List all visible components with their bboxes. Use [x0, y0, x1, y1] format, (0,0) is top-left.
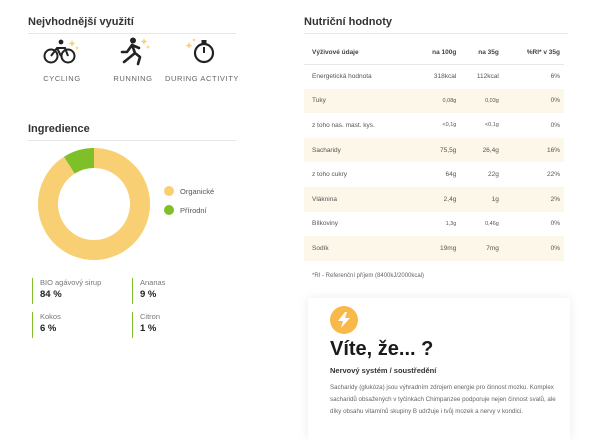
ri-percent: 2% — [502, 186, 564, 212]
value-per-35g: 0,46g — [485, 220, 499, 227]
legend-item-organic: Organické — [164, 186, 214, 196]
table-row: Sacharidy 75,5g 26,4g 16% — [304, 137, 564, 163]
legend-label: Organické — [180, 186, 215, 196]
usage-item-during-activity: DURING ACTIVITY — [162, 36, 242, 83]
value-per-100g: 2,4g — [414, 186, 461, 212]
ri-footnote: *RI - Referenční příjem (8400kJ/2000kcal… — [312, 273, 425, 279]
nutrient-name: Bílkoviny — [312, 220, 339, 228]
ingredient-item: Ananas 9 % — [132, 278, 222, 304]
ingredient-item: BIO agávový sirup 84 % — [32, 278, 122, 304]
ingredients-donut-chart — [37, 148, 150, 260]
donut-slice-organic — [37, 148, 150, 260]
ri-percent: 6% — [550, 73, 560, 81]
ri-percent: 16% — [502, 137, 564, 163]
nutrient-name: Tuky — [304, 88, 414, 114]
ingredient-name: Kokos — [40, 312, 61, 321]
value-per-35g: 0,03g — [460, 88, 503, 114]
value-per-35g: <0,1g — [484, 122, 499, 129]
ri-percent: 0% — [502, 88, 564, 114]
did-you-know-subtitle: Nervový systém / soustředění — [330, 366, 437, 375]
table-row: z toho nas. mast. kys. <0,1g <0,1g 0% — [304, 113, 564, 138]
column-header: na 100g — [414, 42, 461, 65]
value-per-35g: 26,4g — [460, 137, 503, 163]
value-per-100g: 0,08g — [414, 88, 461, 114]
did-you-know-title: Víte, že... ? — [330, 338, 434, 360]
runner-icon — [93, 36, 173, 66]
ingredient-name: Ananas — [140, 278, 166, 287]
value-per-100g: 64g — [445, 171, 457, 179]
value-per-100g: 75,5g — [414, 137, 461, 163]
value-per-100g: 19mg — [414, 236, 461, 261]
usage-item-cycling: CYCLING — [22, 36, 102, 83]
nutrition-title: Nutriční hodnoty — [304, 16, 392, 28]
nutrition-divider — [304, 33, 568, 34]
ingredient-name: Citron — [140, 312, 161, 321]
ri-percent: 0% — [550, 220, 560, 228]
ri-percent: 0% — [550, 121, 560, 129]
value-per-100g: 1,3g — [445, 220, 457, 227]
donut-slice-natural — [63, 148, 94, 174]
value-per-35g: 22g — [487, 171, 499, 179]
ri-percent: 0% — [502, 236, 564, 261]
value-per-35g: 1g — [460, 186, 503, 212]
nutrient-name: z toho nas. mast. kys. — [312, 121, 375, 129]
ingredient-name: BIO agávový sirup — [40, 278, 102, 287]
usage-title: Nejvhodnější využití — [28, 16, 134, 28]
legend-dot-organic — [164, 186, 174, 196]
did-you-know-card: Víte, že... ? Nervový systém / soustředě… — [308, 298, 570, 440]
column-header: Výživové údaje — [304, 42, 414, 65]
table-row: Sodík 19mg 7mg 0% — [304, 236, 564, 261]
table-row: Tuky 0,08g 0,03g 0% — [304, 88, 564, 114]
ingredients-divider — [28, 140, 236, 141]
value-per-35g: 7mg — [460, 236, 503, 261]
legend-label: Přírodní — [180, 205, 207, 215]
ingredient-item: Kokos 6 % — [32, 312, 122, 338]
nutrient-name: Vláknina — [304, 186, 414, 212]
ingredient-item: Citron 1 % — [132, 312, 222, 338]
ingredient-value: 6 % — [40, 323, 57, 334]
nutrition-table: Výživové údaje na 100g na 35g %RI* v 35g… — [304, 42, 564, 261]
lightning-icon — [330, 306, 358, 334]
nutrient-name: Energetická hodnota — [312, 73, 372, 81]
table-row: z toho cukry 64g 22g 22% — [304, 162, 564, 187]
ri-percent: 22% — [546, 171, 560, 179]
ingredient-value: 9 % — [140, 289, 157, 300]
usage-label: RUNNING — [113, 74, 153, 83]
value-per-100g: <0,1g — [442, 122, 457, 129]
column-header: na 35g — [460, 42, 503, 65]
table-header-row: Výživové údaje na 100g na 35g %RI* v 35g — [304, 42, 564, 65]
ingredients-title: Ingredience — [28, 123, 90, 135]
ingredient-value: 1 % — [140, 323, 157, 334]
value-per-35g: 112kcal — [476, 73, 499, 81]
did-you-know-body: Sacharidy (glukóza) jsou výhradním zdroj… — [330, 384, 556, 415]
usage-divider — [28, 33, 236, 34]
usage-item-running: RUNNING — [93, 36, 173, 83]
column-header: %RI* v 35g — [502, 42, 564, 65]
nutrient-name: z toho cukry — [312, 171, 348, 179]
table-row: Bílkoviny 1,3g 0,46g 0% — [304, 212, 564, 237]
usage-label: CYCLING — [43, 74, 81, 83]
legend-item-natural: Přírodní — [164, 205, 207, 215]
value-per-100g: 318kcal — [433, 73, 457, 81]
table-row: Vláknina 2,4g 1g 2% — [304, 186, 564, 212]
nutrient-name: Sacharidy — [304, 137, 414, 163]
ingredient-value: 84 % — [40, 289, 62, 300]
nutrient-name: Sodík — [304, 236, 414, 261]
usage-label: DURING ACTIVITY — [164, 74, 239, 83]
legend-dot-natural — [164, 205, 174, 215]
stopwatch-icon — [162, 36, 242, 66]
cyclist-icon — [22, 36, 102, 66]
table-row: Energetická hodnota 318kcal 112kcal 6% — [304, 64, 564, 89]
